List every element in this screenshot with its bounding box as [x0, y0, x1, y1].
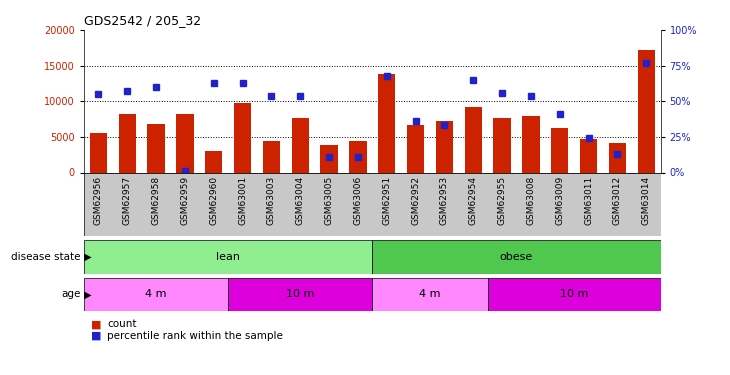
- Bar: [372, 240, 661, 274]
- Text: 10 m: 10 m: [286, 290, 315, 299]
- Text: GSM63004: GSM63004: [296, 176, 304, 225]
- Text: GSM62959: GSM62959: [180, 176, 189, 225]
- Bar: [551, 128, 569, 172]
- Text: GSM63012: GSM63012: [613, 176, 622, 225]
- Bar: [291, 118, 309, 172]
- Text: GSM62953: GSM62953: [440, 176, 449, 225]
- Text: GSM63009: GSM63009: [556, 176, 564, 225]
- Text: ▶: ▶: [81, 290, 92, 299]
- Bar: [118, 114, 136, 172]
- Bar: [372, 278, 488, 311]
- Bar: [234, 104, 251, 172]
- Text: 4 m: 4 m: [419, 290, 441, 299]
- Text: GSM63001: GSM63001: [238, 176, 247, 225]
- Bar: [580, 139, 597, 172]
- Text: GSM63011: GSM63011: [584, 176, 593, 225]
- Bar: [637, 50, 655, 172]
- Bar: [436, 121, 453, 172]
- Text: obese: obese: [500, 252, 533, 262]
- Text: age: age: [61, 290, 80, 299]
- Text: GSM63014: GSM63014: [642, 176, 650, 225]
- Text: count: count: [107, 320, 137, 329]
- Text: GSM63005: GSM63005: [325, 176, 334, 225]
- Bar: [464, 107, 482, 172]
- Text: ■: ■: [91, 320, 101, 329]
- Text: GSM63003: GSM63003: [267, 176, 276, 225]
- Bar: [493, 118, 511, 172]
- Bar: [263, 141, 280, 172]
- Text: GSM62957: GSM62957: [123, 176, 131, 225]
- Bar: [176, 114, 193, 172]
- Text: GSM62951: GSM62951: [383, 176, 391, 225]
- Text: GSM63006: GSM63006: [353, 176, 362, 225]
- Bar: [90, 134, 107, 172]
- Text: GSM62955: GSM62955: [498, 176, 507, 225]
- Text: GSM63008: GSM63008: [526, 176, 535, 225]
- Bar: [609, 142, 626, 172]
- Text: GSM62952: GSM62952: [411, 176, 420, 225]
- Bar: [407, 126, 424, 172]
- Bar: [378, 74, 396, 172]
- Bar: [228, 278, 372, 311]
- Text: lean: lean: [216, 252, 240, 262]
- Bar: [205, 151, 223, 172]
- Text: GSM62958: GSM62958: [152, 176, 161, 225]
- Bar: [84, 278, 228, 311]
- Bar: [84, 240, 372, 274]
- Text: percentile rank within the sample: percentile rank within the sample: [107, 331, 283, 340]
- Text: GSM62956: GSM62956: [94, 176, 103, 225]
- Text: ▶: ▶: [81, 252, 92, 262]
- Text: ■: ■: [91, 331, 101, 340]
- Text: 10 m: 10 m: [560, 290, 588, 299]
- Text: GSM62960: GSM62960: [210, 176, 218, 225]
- Bar: [522, 116, 539, 172]
- Bar: [349, 141, 366, 172]
- Text: GSM62954: GSM62954: [469, 176, 477, 225]
- Text: GDS2542 / 205_32: GDS2542 / 205_32: [84, 15, 201, 27]
- Bar: [488, 278, 661, 311]
- Text: disease state: disease state: [11, 252, 80, 262]
- Bar: [320, 146, 338, 172]
- Text: 4 m: 4 m: [145, 290, 166, 299]
- Bar: [147, 124, 165, 172]
